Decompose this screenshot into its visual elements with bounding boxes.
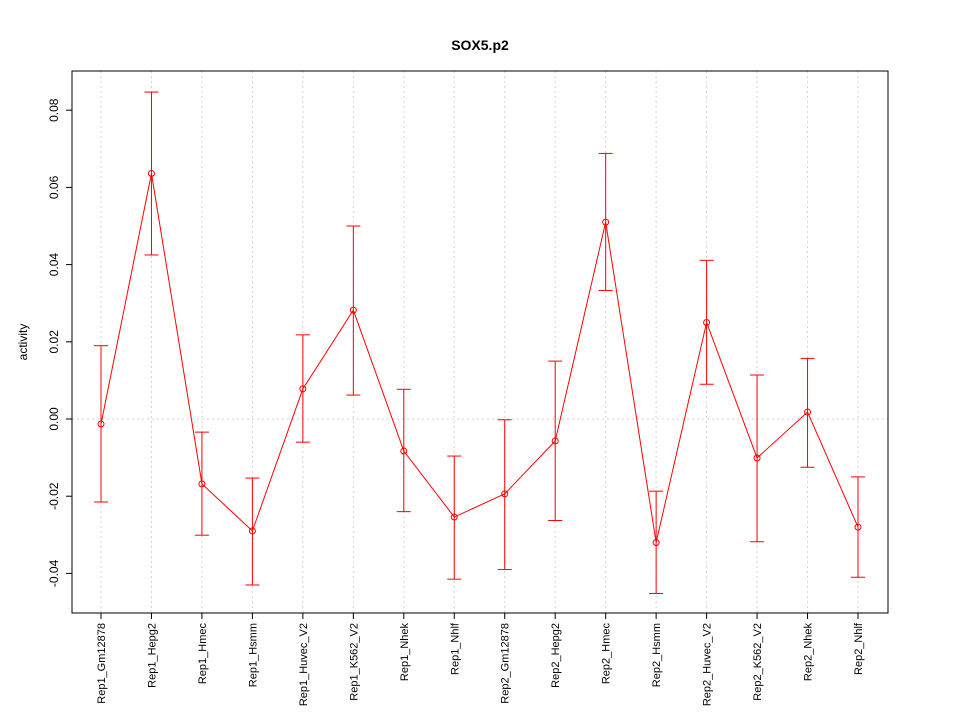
error-bar — [144, 91, 159, 256]
grid — [72, 71, 888, 613]
data-point — [804, 408, 812, 416]
error-bar — [497, 419, 512, 571]
data-point — [198, 480, 206, 488]
x-tick-label: Rep2_Hepg2 — [550, 623, 562, 688]
y-axis-label: activity — [16, 324, 30, 361]
y-tick-label: 0.00 — [47, 407, 61, 431]
x-tick-label: Rep2_Huvec_V2 — [702, 623, 714, 706]
y-axis: -0.04 -0.02 0.00 0.02 0.04 0.06 0.08 — [47, 98, 73, 587]
error-bar — [548, 360, 563, 522]
x-tick-label: Rep1_Gm12878 — [96, 623, 108, 704]
x-tick-label: Rep1_K562_V2 — [348, 623, 360, 701]
x-tick-label: Rep2_Nhlf — [853, 622, 865, 675]
x-axis: Rep1_Gm12878 Rep1_Hepg2 Rep1_Hmec Rep1_Hsmm… — [96, 612, 865, 706]
data-point — [854, 523, 862, 531]
data-point — [299, 385, 307, 393]
x-tick-label: Rep1_Huvec_V2 — [298, 623, 310, 706]
plot-frame — [71, 70, 889, 614]
error-bar — [447, 455, 462, 580]
error-bar — [94, 345, 108, 503]
error-bar — [295, 334, 310, 443]
data-point — [400, 447, 408, 455]
y-tick-label: -0.04 — [47, 559, 61, 587]
error-bar — [346, 225, 361, 396]
y-tick-label: -0.02 — [47, 482, 61, 510]
y-tick-label: 0.08 — [47, 98, 61, 122]
data-point — [652, 539, 660, 547]
x-tick-label: Rep1_Hmec — [197, 623, 209, 685]
series-activity — [94, 91, 865, 594]
y-tick-label: 0.04 — [47, 253, 61, 277]
error-bar — [800, 357, 815, 468]
x-tick-label: Rep2_Nhek — [803, 623, 815, 682]
x-tick-label: Rep1_Nhlf — [449, 622, 461, 675]
chart-title: SOX5.p2 — [451, 37, 509, 53]
x-tick-label: Rep1_Hsmm — [247, 623, 259, 687]
error-bar — [598, 152, 613, 291]
series-line — [100, 173, 859, 543]
data-point — [450, 513, 458, 521]
x-tick-label: Rep2_Hmec — [601, 623, 613, 685]
data-point — [703, 319, 711, 326]
x-tick-label: Rep2_K562_V2 — [752, 623, 764, 701]
x-tick-label: Rep2_Gm12878 — [500, 623, 512, 704]
error-bar — [396, 388, 411, 513]
data-point — [248, 527, 256, 535]
error-bar — [750, 374, 765, 543]
data-point — [97, 420, 105, 428]
x-tick-label: Rep2_Hsmm — [651, 623, 663, 687]
data-point — [147, 170, 155, 178]
error-bar — [851, 476, 865, 578]
y-tick-label: 0.06 — [47, 175, 61, 199]
error-bar — [699, 259, 714, 385]
data-point — [602, 218, 610, 226]
x-tick-label: Rep1_Nhek — [399, 623, 411, 682]
error-bar — [649, 490, 664, 594]
error-bar — [194, 431, 209, 536]
y-tick-label: 0.02 — [47, 330, 61, 354]
data-point — [501, 490, 509, 498]
data-point — [753, 454, 761, 462]
error-bar — [245, 477, 260, 586]
x-tick-label: Rep1_Hepg2 — [146, 623, 158, 688]
data-point — [551, 437, 559, 445]
data-point — [349, 306, 357, 314]
